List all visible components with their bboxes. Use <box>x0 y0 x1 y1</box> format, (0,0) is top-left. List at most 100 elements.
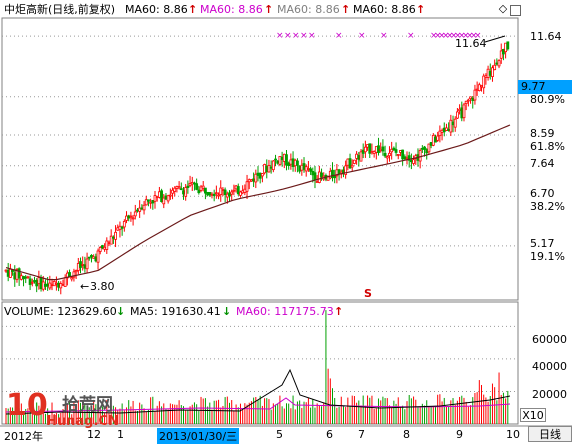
candle-body <box>46 283 50 287</box>
diamond-icon[interactable]: ◇ <box>498 2 508 15</box>
signal-x-marker: × <box>284 31 292 41</box>
date-label: 1 <box>117 428 124 441</box>
candle-body <box>280 156 284 161</box>
signal-x-marker: × <box>450 31 458 41</box>
candle-body <box>129 215 133 218</box>
candle-body <box>291 158 295 167</box>
candle-body <box>300 164 304 171</box>
candle-body <box>96 250 100 263</box>
candle-body <box>214 192 218 195</box>
candle-body <box>212 193 216 196</box>
candle-body <box>403 156 407 160</box>
candle-body <box>383 152 387 157</box>
signal-x-marker: × <box>276 31 284 41</box>
low-annotation: 3.80 <box>90 280 115 293</box>
candle-body <box>440 129 444 133</box>
signal-x-marker: × <box>300 31 308 41</box>
candle-body <box>107 241 111 244</box>
candle-body <box>19 275 23 280</box>
axis-label-fib-618: 61.8% <box>530 140 565 153</box>
down-arrow-icon: ↓ <box>222 305 232 318</box>
ma60-label-3: MA60: 8.86 <box>277 3 340 16</box>
axis-label-fib-191: 19.1% <box>530 250 565 263</box>
axis-label-fib-809: 80.9% <box>530 93 565 106</box>
candle-body <box>442 127 446 133</box>
candle-body <box>98 247 102 252</box>
candle-body <box>79 261 82 268</box>
ma60-label-2: MA60: 8.86 <box>200 3 263 16</box>
candle-body <box>425 149 429 154</box>
candle-body <box>81 264 85 266</box>
candle-body <box>453 118 457 128</box>
candle-body <box>188 182 192 186</box>
signal-x-marker: × <box>454 31 462 41</box>
candle-body <box>171 189 174 194</box>
candle-body <box>4 269 8 272</box>
candle-body <box>236 186 240 195</box>
candle-body <box>348 158 352 169</box>
candle-body <box>484 75 488 78</box>
candle-body <box>144 199 148 206</box>
candle-body <box>72 271 76 278</box>
ma60-line <box>5 124 511 281</box>
candle-body <box>30 281 34 284</box>
ma60-label-1: MA60: 8.86 <box>125 3 188 16</box>
candle-body <box>431 134 435 146</box>
candle-body <box>204 187 207 194</box>
candle-body <box>361 149 365 154</box>
candle-body <box>370 151 374 154</box>
candle-body <box>278 156 282 165</box>
up-arrow-icon: ↑ <box>416 3 426 16</box>
candle-body <box>482 75 486 89</box>
candle-body <box>179 188 183 191</box>
candle-body <box>8 268 12 278</box>
date-label: 8 <box>403 428 410 441</box>
candle-body <box>368 143 372 154</box>
signal-x-marker: × <box>292 31 300 41</box>
axis-label-859: 8.59 <box>530 127 555 140</box>
candle-body <box>466 99 470 102</box>
candle-body <box>136 209 139 212</box>
candle-body <box>50 284 54 286</box>
candle-body <box>471 97 475 101</box>
signal-x-marker: × <box>335 31 343 41</box>
candle-body <box>407 155 411 161</box>
candle-body <box>138 207 142 212</box>
candle-body <box>184 187 188 197</box>
period-tab-daily[interactable]: 日线 <box>528 426 572 442</box>
candle-body <box>495 62 499 65</box>
scale-toggle[interactable]: X10 <box>520 408 546 422</box>
candle-body <box>460 107 464 119</box>
candle-body <box>344 165 348 175</box>
candle-body <box>298 165 302 172</box>
candle-body <box>24 276 28 279</box>
candle-body <box>473 89 477 101</box>
candle-body <box>302 163 306 170</box>
candle-body <box>17 268 21 279</box>
candle-body <box>199 186 203 191</box>
signal-x-marker: × <box>407 31 415 41</box>
candle-body <box>429 142 433 146</box>
candle-body <box>206 191 210 196</box>
candle-body <box>451 121 455 126</box>
candle-body <box>177 186 181 189</box>
signal-x-marker: × <box>380 31 388 41</box>
candle-body <box>363 146 367 153</box>
candle-body <box>475 88 479 91</box>
square-icon[interactable] <box>510 5 521 16</box>
candle-body <box>245 181 249 192</box>
ma5-label: MA5: 191630.41 <box>130 305 221 318</box>
candle-body <box>149 201 153 204</box>
candle-body <box>399 150 402 153</box>
candle-body <box>377 145 380 153</box>
candle-body <box>394 149 398 153</box>
candle-body <box>401 149 405 160</box>
candle-body <box>337 169 341 174</box>
signal-x-marker: × <box>474 31 482 41</box>
candle-body <box>166 195 170 202</box>
candle-body <box>241 190 245 194</box>
candle-body <box>445 127 448 131</box>
high-pointer-line <box>484 35 506 43</box>
candle-body <box>35 279 39 287</box>
